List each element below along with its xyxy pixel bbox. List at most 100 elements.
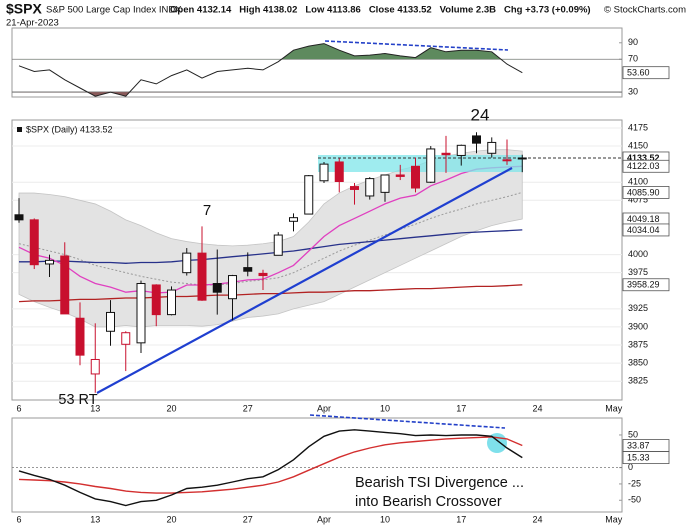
annotation: into Bearish Crossover (355, 494, 502, 510)
symbol: $SPX (6, 1, 42, 17)
legend-label: $SPX (Daily) 4133.52 (26, 124, 113, 134)
y-tick-label: 4000 (628, 249, 648, 259)
y-tick-label: 4150 (628, 140, 648, 150)
value-tag-label: 4133.52 (627, 153, 660, 163)
credit: © StockCharts.com (604, 5, 686, 16)
value-tag (622, 159, 670, 173)
x-tick-label: 6 (16, 403, 21, 413)
y-tick-label: 0 (628, 462, 633, 472)
value-tag-label: 53.60 (627, 68, 650, 78)
candle-body (334, 161, 344, 182)
bollinger-band (18, 149, 523, 328)
candle-body (14, 214, 24, 221)
candle-body (167, 289, 176, 316)
x-tick-label: 20 (166, 514, 176, 524)
candle-body (273, 234, 283, 256)
x-tick-label: 13 (90, 514, 100, 524)
overlay-line (18, 165, 523, 294)
trend-line (96, 167, 513, 394)
value-tag-label: 33.87 (627, 440, 650, 450)
y-tick-label: 50 (628, 429, 638, 439)
y-tick-label: 3975 (628, 267, 648, 277)
y-tick-label: -25 (628, 478, 641, 488)
candle-body (456, 144, 466, 156)
y-tick-label: 30 (628, 86, 638, 96)
quote-item: Volume 2.3B (440, 5, 496, 16)
y-tick-label: 3850 (628, 357, 648, 367)
candle-body (304, 175, 314, 215)
candle-body (151, 284, 161, 316)
candle-body (243, 267, 253, 272)
foreground-layer: 90703053.6041754150410040754000397539253… (14, 37, 670, 524)
x-tick-label: May (605, 514, 623, 524)
series-line (18, 436, 523, 494)
value-tag-label: 15.33 (627, 452, 650, 462)
value-tag (622, 223, 670, 237)
y-tick-label: 3925 (628, 303, 648, 313)
x-tick-label: 13 (90, 403, 100, 413)
y-tick-label: -50 (628, 495, 641, 505)
candle-body (75, 317, 85, 356)
x-tick-label: 24 (532, 514, 542, 524)
date: 21-Apr-2023 (6, 18, 59, 29)
candle-body (228, 275, 237, 300)
candle-body (502, 159, 512, 162)
tsi-panel (11, 417, 623, 513)
overbought-fill (281, 43, 501, 60)
y-tick-label: 3900 (628, 321, 648, 331)
candle-body (411, 165, 420, 189)
candle-body (365, 178, 375, 197)
overlay-line (18, 191, 523, 286)
divergence-line (324, 40, 509, 51)
candle-body (136, 283, 146, 344)
annotation: Bearish TSI Divergence ... (355, 475, 524, 491)
divergence-line (309, 414, 506, 429)
candle-body (258, 272, 268, 277)
value-tag (622, 451, 670, 465)
candle-body (395, 174, 405, 177)
resistance-zone (318, 155, 523, 172)
quote-item: Low 4113.86 (305, 5, 360, 16)
candle-body (319, 163, 329, 182)
quote: Open 4132.14 High 4138.02 Low 4113.86 Close… (170, 5, 591, 16)
value-tag-label: 4122.03 (627, 161, 660, 171)
y-tick-label: 4075 (628, 195, 648, 205)
candle-body (90, 358, 100, 375)
price-panel (11, 119, 623, 401)
x-tick-label: 17 (456, 514, 466, 524)
candle-body (60, 255, 70, 315)
y-tick-label: 70 (628, 54, 638, 64)
x-tick-label: 6 (16, 514, 21, 524)
y-tick-label: 4175 (628, 122, 648, 132)
line (18, 43, 523, 97)
candle-body (487, 141, 497, 154)
x-tick-label: Apr (317, 514, 331, 524)
legend-swatch (17, 127, 22, 132)
quote-item: High 4138.02 (239, 5, 297, 16)
candle-body (182, 252, 192, 274)
candle-body (212, 283, 222, 293)
quote-item: Chg +3.73 (+0.09%) (504, 5, 591, 16)
x-tick-label: Apr (317, 403, 331, 413)
value-tag (622, 278, 670, 292)
quote-item: Close 4133.52 (369, 5, 432, 16)
candle-body (472, 135, 481, 144)
value-tag (622, 66, 670, 80)
candle-body (380, 174, 390, 193)
value-tag-label: 4049.18 (627, 214, 660, 224)
x-tick-label: 27 (243, 514, 253, 524)
candle-body (121, 332, 131, 345)
candle-body (426, 148, 436, 183)
series-line (18, 429, 523, 507)
candle-body (106, 311, 115, 332)
y-tick-label: 90 (628, 37, 638, 47)
rsi-panel (11, 27, 623, 98)
annotation: 53 RT (58, 392, 97, 408)
y-tick-label: 3875 (628, 339, 648, 349)
x-tick-label: 24 (532, 403, 542, 413)
value-tag (622, 186, 670, 199)
x-tick-label: 10 (380, 514, 390, 524)
value-tag-label: 3958.29 (627, 280, 660, 290)
x-tick-label: 17 (456, 403, 466, 413)
